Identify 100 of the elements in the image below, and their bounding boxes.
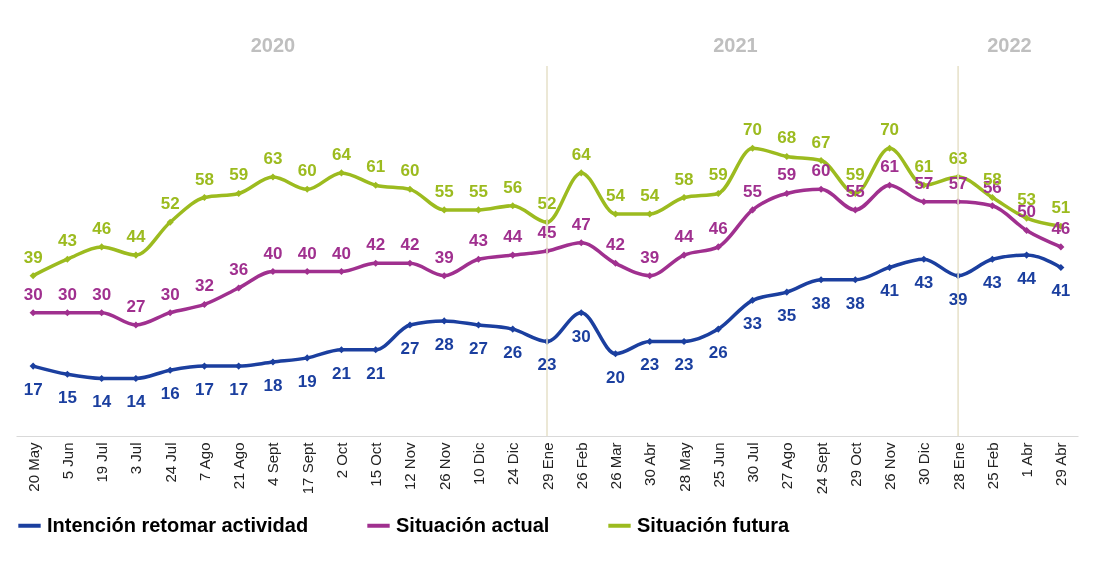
point (406, 321, 414, 329)
data-label: 70 (743, 120, 763, 140)
data-label: 61 (914, 157, 934, 177)
x-tick-label: 3 Jul (127, 442, 145, 475)
data-label: 58 (194, 169, 214, 189)
data-label: 39 (23, 247, 43, 267)
point (783, 288, 791, 296)
point (440, 206, 448, 214)
data-label: 26 (708, 343, 728, 363)
point (1023, 226, 1031, 234)
data-label: 67 (811, 132, 831, 152)
text: 2021 (713, 34, 758, 56)
data-label: 58 (674, 169, 694, 189)
point (132, 321, 140, 329)
point (577, 309, 585, 317)
data-label: 15 (57, 388, 77, 408)
point (63, 255, 71, 263)
point (269, 358, 277, 366)
data-label: 57 (948, 173, 968, 193)
data-label: 42 (366, 235, 386, 255)
point (166, 218, 174, 226)
x-tick-label: 24 Sept (812, 441, 830, 495)
data-label: 39 (948, 289, 968, 309)
data-label: 55 (743, 181, 763, 201)
data-label: 60 (400, 161, 420, 181)
point (200, 300, 208, 308)
point (303, 354, 311, 362)
x-tick-label: 2 Oct (332, 441, 350, 479)
x-tick-label: 7 Ago (195, 442, 213, 481)
legend-label: Intención retomar actividad (47, 513, 309, 536)
data-label: 19 (297, 371, 317, 391)
data-label: 60 (297, 161, 317, 181)
data-label: 40 (331, 243, 351, 263)
point (509, 202, 517, 210)
data-label: 43 (982, 273, 1002, 293)
legend-label: Situación futura (637, 513, 791, 536)
data-label: 14 (126, 392, 146, 412)
data-label: 56 (503, 177, 523, 197)
point (63, 370, 71, 378)
x-tick-label: 19 Jul (93, 442, 111, 483)
point (29, 309, 37, 317)
data-label: 42 (400, 235, 420, 255)
data-label: 52 (160, 194, 180, 214)
data-label: 38 (845, 293, 865, 313)
data-label: 59 (777, 165, 797, 185)
data-label: 17 (229, 380, 249, 400)
point (406, 185, 414, 193)
data-label: 59 (845, 165, 865, 185)
data-label: 16 (160, 384, 180, 404)
point (303, 185, 311, 193)
x-tick-label: 17 Sept (298, 441, 316, 495)
text: 2020 (250, 34, 296, 56)
legend-label: Situación actual (396, 513, 550, 536)
point (1057, 263, 1065, 271)
data-label: 47 (571, 214, 591, 234)
data-label: 59 (708, 165, 728, 185)
data-label: 46 (708, 218, 728, 238)
point (817, 276, 825, 284)
point (577, 169, 585, 177)
point (509, 325, 517, 333)
data-label: 63 (948, 149, 968, 168)
data-label: 23 (537, 355, 557, 375)
point (680, 194, 688, 202)
x-tick-label: 27 Ago (778, 442, 796, 490)
data-label: 55 (434, 181, 454, 201)
x-tick-label: 28 Ene (949, 442, 967, 491)
data-label: 70 (880, 120, 900, 140)
point (29, 362, 37, 370)
data-label: 17 (194, 380, 214, 400)
data-label: 51 (1051, 198, 1071, 218)
point (988, 194, 996, 202)
data-label: 23 (640, 355, 660, 375)
point (372, 181, 380, 189)
data-label: 30 (571, 326, 591, 346)
data-label: 68 (777, 128, 797, 148)
data-label: 64 (331, 144, 352, 164)
point (611, 259, 620, 267)
point (440, 317, 448, 325)
data-label: 52 (537, 194, 557, 214)
x-tick-label: 4 Sept (264, 441, 282, 486)
point (235, 189, 243, 197)
data-label: 40 (297, 243, 317, 263)
data-label: 60 (811, 161, 831, 181)
data-label: 42 (606, 235, 625, 255)
data-label: 41 (1051, 281, 1071, 301)
data-label: 61 (366, 157, 386, 177)
point (714, 243, 722, 251)
data-label: 44 (503, 227, 523, 247)
x-tick-label: 26 Nov (881, 442, 899, 491)
data-label: 32 (194, 276, 214, 296)
point (749, 206, 757, 214)
data-label: 30 (160, 284, 180, 304)
point (406, 259, 414, 267)
data-label: 63 (263, 149, 283, 168)
x-tick-label: 5 Jun (58, 442, 76, 480)
data-label: 18 (263, 376, 283, 395)
point (714, 325, 722, 333)
data-label: 40 (263, 243, 283, 263)
x-tick-label: 30 Abr (641, 442, 659, 486)
x-tick-label: 29 Abr (1052, 442, 1070, 486)
